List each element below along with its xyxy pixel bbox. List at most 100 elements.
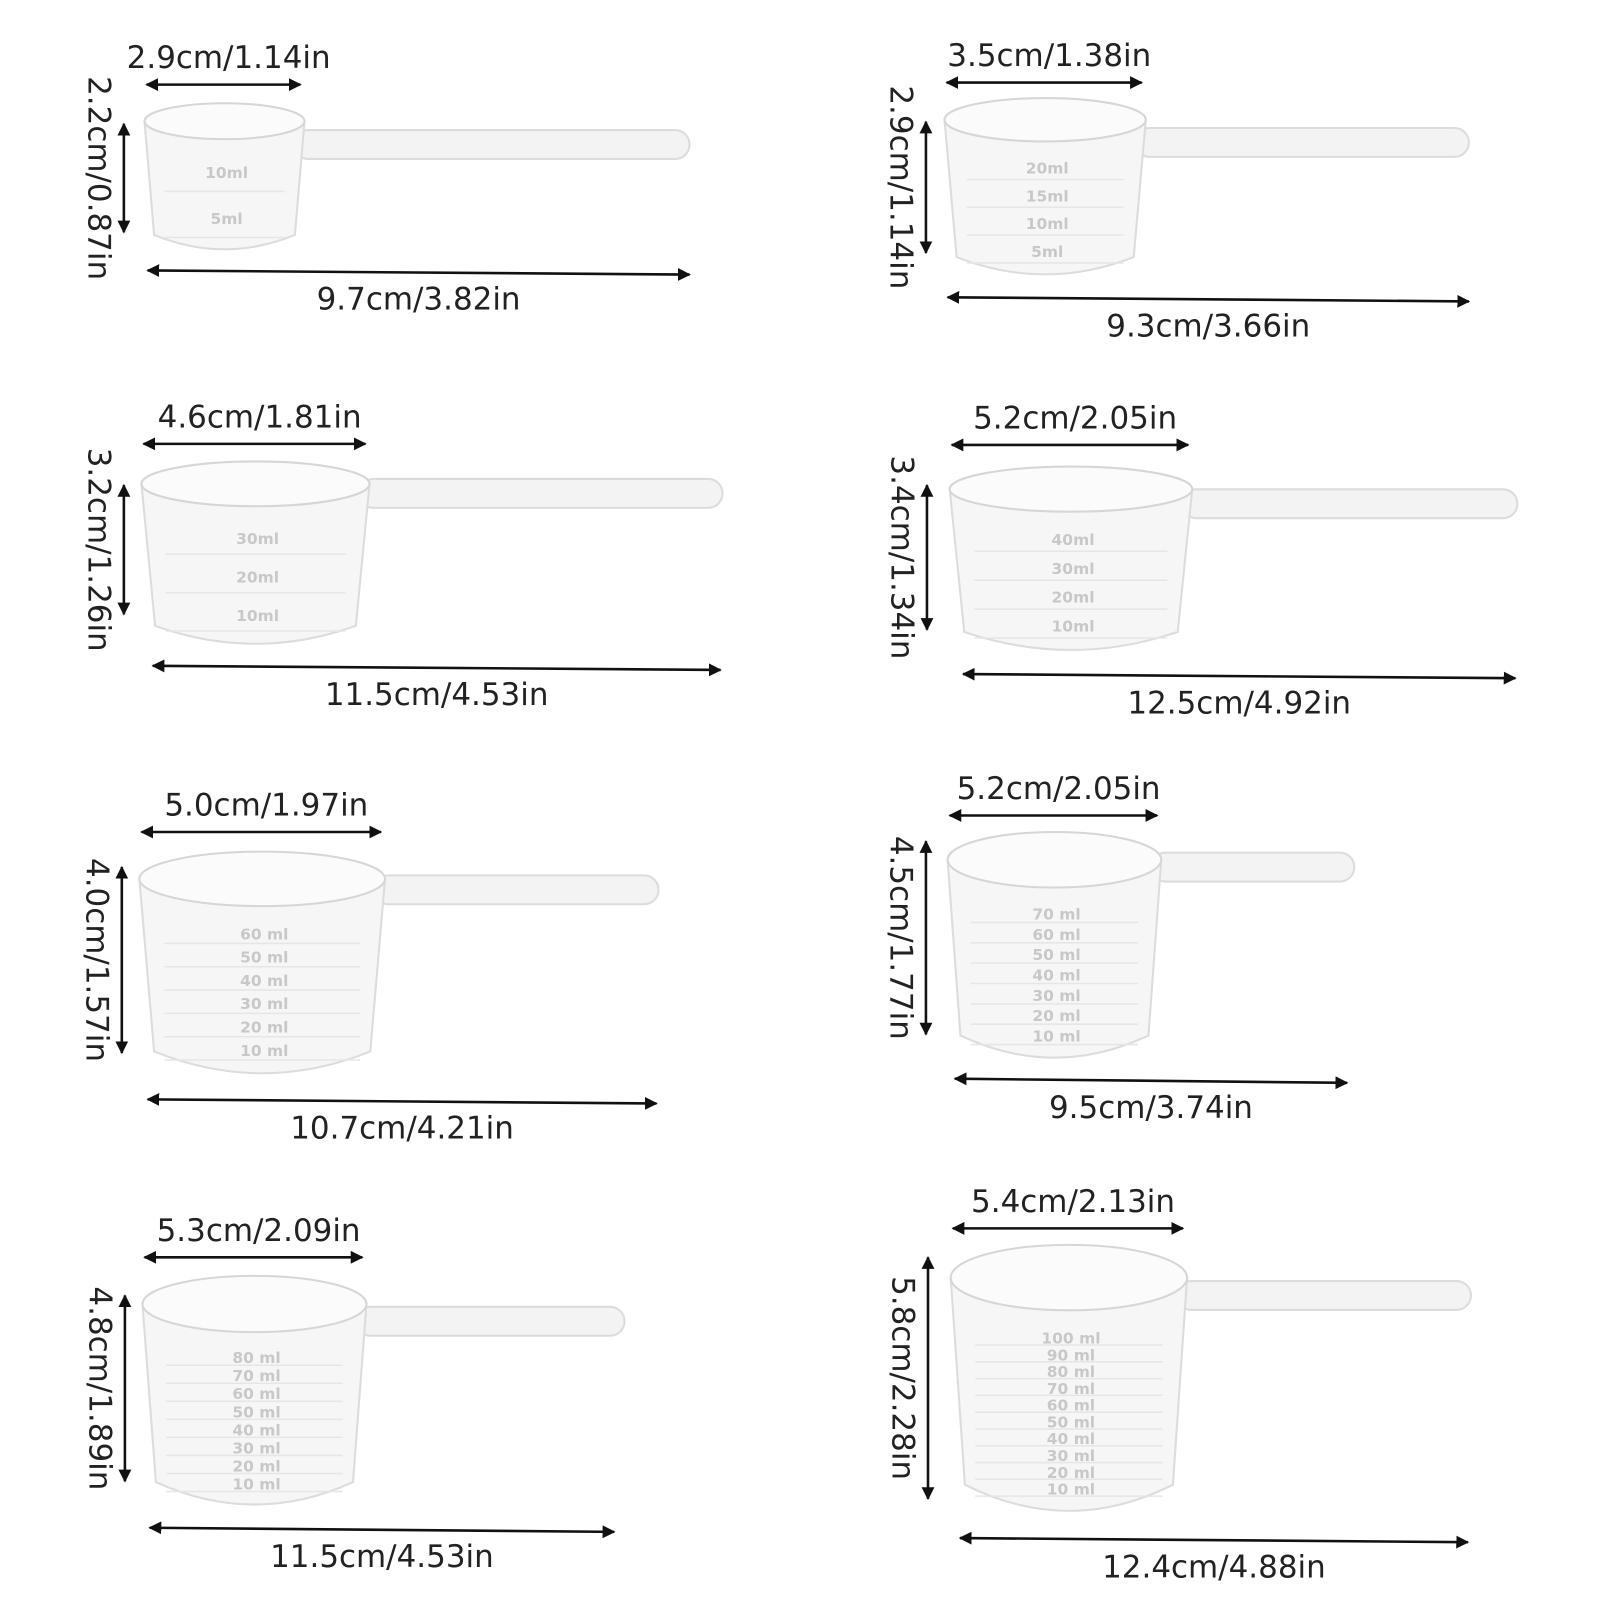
cup-handle	[1149, 851, 1356, 883]
cup-handle	[1175, 1280, 1472, 1311]
length-label: 11.5cm/4.53in	[270, 1539, 494, 1575]
length-arrow	[961, 667, 1517, 685]
measuring-cup: 20ml 15ml 10ml 5ml	[943, 97, 1470, 276]
cup-body	[138, 877, 387, 1075]
graduation-label: 40 ml	[1032, 967, 1080, 985]
height-label: 4.8cm/1.89in	[82, 1286, 118, 1490]
width-label: 5.0cm/1.97in	[164, 787, 368, 823]
graduation-label: 50 ml	[232, 1403, 280, 1421]
graduation-label: 20 ml	[1032, 1007, 1080, 1025]
height-label: 3.2cm/1.26in	[81, 448, 117, 652]
graduation-label: 10 ml	[232, 1475, 280, 1493]
width-label: 3.5cm/1.38in	[947, 38, 1151, 74]
graduation-label: 60 ml	[1032, 926, 1080, 944]
cup-rim	[138, 850, 387, 908]
cup-rim	[948, 465, 1194, 513]
graduation-label: 70 ml	[232, 1367, 280, 1385]
cup-body	[949, 1276, 1189, 1512]
height-label: 2.9cm/1.14in	[883, 85, 919, 289]
length-label: 12.5cm/4.92in	[1127, 685, 1351, 721]
cup-body	[946, 858, 1163, 1059]
graduation-label: 70 ml	[1047, 1380, 1095, 1398]
cup-handle	[1134, 126, 1470, 158]
graduation-label: 10ml	[1026, 215, 1069, 233]
graduation-label: 90 ml	[1047, 1346, 1095, 1364]
graduation-label: 50 ml	[240, 949, 288, 967]
cup-rim	[141, 1274, 368, 1334]
graduation-label: 40 ml	[1047, 1430, 1095, 1448]
length-arrow	[953, 1072, 1349, 1090]
graduation-label: 20ml	[236, 568, 279, 586]
length-label: 10.7cm/4.21in	[290, 1111, 514, 1147]
graduation-label: 10ml	[1052, 618, 1095, 636]
graduation-label: 20ml	[1026, 159, 1069, 177]
height-label: 5.8cm/2.28in	[885, 1276, 921, 1480]
cup-handle	[293, 129, 691, 160]
cup-body	[141, 1302, 368, 1506]
graduation-label: 40ml	[1052, 531, 1095, 549]
measuring-cup: 30ml 20ml 10ml	[140, 460, 724, 645]
cup-rim	[143, 102, 306, 141]
graduation-label: 80 ml	[1047, 1363, 1095, 1381]
graduation-label: 5ml	[1031, 243, 1063, 261]
graduation-label: 40 ml	[232, 1421, 280, 1439]
cup-rim	[943, 97, 1147, 143]
cup-rim	[946, 830, 1163, 889]
graduation-label: 40 ml	[240, 972, 288, 990]
length-arrow	[146, 1092, 658, 1110]
width-label: 5.4cm/2.13in	[971, 1184, 1175, 1220]
length-arrow	[151, 659, 722, 677]
graduation-label: 30ml	[236, 530, 279, 548]
graduation-label: 5ml	[210, 210, 242, 228]
cup-handle	[355, 1305, 626, 1337]
graduation-label: 10 ml	[1047, 1481, 1095, 1499]
graduation-label: 20 ml	[240, 1019, 288, 1037]
graduation-label: 30ml	[1052, 560, 1095, 578]
graduation-label: 60 ml	[1047, 1397, 1095, 1415]
graduation-label: 60 ml	[232, 1385, 280, 1403]
height-label: 2.2cm/0.87in	[81, 76, 117, 280]
graduation-label: 70 ml	[1032, 905, 1080, 923]
length-arrow	[146, 264, 691, 281]
width-label: 5.2cm/2.05in	[973, 400, 1177, 436]
length-label: 12.4cm/4.88in	[1102, 1549, 1326, 1585]
cup-body	[143, 120, 306, 251]
length-label: 9.5cm/3.74in	[1049, 1090, 1253, 1126]
height-label: 3.4cm/1.34in	[884, 455, 920, 659]
graduation-label: 10 ml	[1032, 1028, 1080, 1046]
graduation-label: 60 ml	[240, 925, 288, 943]
height-label: 4.5cm/1.77in	[883, 836, 919, 1040]
width-label: 2.9cm/1.14in	[127, 40, 331, 76]
cup-handle	[1180, 488, 1519, 520]
graduation-label: 30 ml	[1032, 987, 1080, 1005]
graduation-label: 10 ml	[240, 1042, 288, 1060]
graduation-label: 80 ml	[232, 1349, 280, 1367]
graduation-label: 50 ml	[1047, 1413, 1095, 1431]
graduation-label: 20ml	[1052, 589, 1095, 607]
length-label: 9.3cm/3.66in	[1106, 309, 1310, 345]
cup-rim	[140, 460, 371, 508]
width-label: 4.6cm/1.81in	[158, 399, 362, 435]
measuring-cup: 10ml 5ml	[143, 102, 691, 251]
graduation-label: 100 ml	[1041, 1329, 1100, 1347]
graduation-label: 30 ml	[240, 995, 288, 1013]
length-arrow	[958, 1531, 1470, 1549]
width-label: 5.3cm/2.09in	[157, 1213, 361, 1249]
height-label: 4.0cm/1.57in	[78, 858, 114, 1062]
width-label: 5.2cm/2.05in	[957, 771, 1161, 807]
measuring-cup: 70 ml 60 ml 50 ml 40 ml 30 ml 20 ml 10 ml	[946, 830, 1356, 1059]
length-label: 9.7cm/3.82in	[317, 282, 521, 318]
length-label: 11.5cm/4.53in	[325, 677, 549, 713]
graduation-label: 30 ml	[1047, 1447, 1095, 1465]
cup-handle	[373, 874, 660, 906]
graduation-label: 20 ml	[1047, 1464, 1095, 1482]
graduation-label: 10ml	[236, 607, 279, 625]
graduation-label: 30 ml	[232, 1439, 280, 1457]
graduation-label: 20 ml	[232, 1457, 280, 1475]
measuring-cup: 60 ml 50 ml 40 ml 30 ml 20 ml 10 ml	[138, 850, 660, 1075]
measuring-cup: 40ml 30ml 20ml 10ml	[948, 465, 1519, 651]
cup-handle	[358, 477, 724, 509]
